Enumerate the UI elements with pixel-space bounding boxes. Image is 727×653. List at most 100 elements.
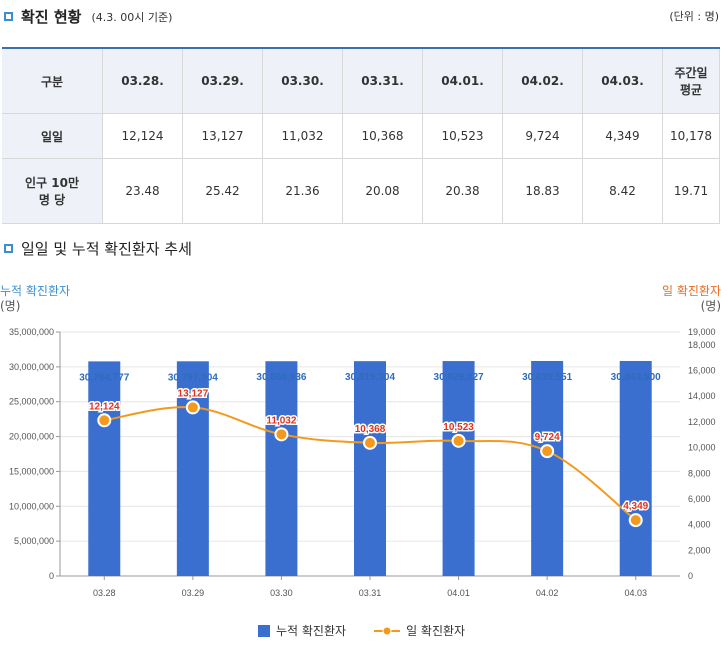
- header-date: 04.01.: [422, 47, 503, 114]
- table-cell: 25.42: [182, 158, 263, 224]
- header-date: 04.02.: [502, 47, 583, 114]
- table-cell: 9,724: [502, 113, 583, 159]
- right-tick-label: 10,000: [688, 443, 716, 453]
- header-date: 03.28.: [102, 47, 183, 114]
- bar-value-label: 30,839,551: [522, 372, 572, 383]
- legend-line-swatch: [374, 626, 401, 635]
- left-tick-label: 30,000,000: [9, 362, 54, 372]
- right-tick-label: 14,000: [688, 391, 716, 401]
- section-subtitle: (4.3. 00시 기준): [91, 10, 173, 24]
- right-tick-label: 8,000: [688, 468, 711, 478]
- left-tick-label: 25,000,000: [9, 397, 54, 407]
- line-point-daily: [451, 433, 466, 448]
- left-axis-title: 누적 확진환자 (명): [0, 284, 70, 314]
- right-axis-unit: (명): [700, 299, 721, 313]
- right-tick-label: 4,000: [688, 520, 711, 530]
- right-tick-label: 12,000: [688, 417, 716, 427]
- row-label-line1: 인구 10만: [25, 176, 79, 190]
- header-category: 구분: [2, 47, 103, 114]
- right-tick-label: 18,000: [688, 340, 716, 350]
- row-label-daily: 일일: [2, 113, 103, 159]
- x-tick-label: 04.02: [536, 588, 559, 598]
- bar-cumulative: [531, 361, 564, 576]
- table-cell: 18.83: [502, 158, 583, 224]
- table-cell: 11,032: [262, 113, 343, 159]
- line-value-label: 12,124: [89, 401, 120, 412]
- legend-label-daily: 일 확진환자: [406, 624, 466, 638]
- table-cell: 12,124: [102, 113, 183, 159]
- line-point-daily: [363, 435, 377, 450]
- row-label-per-100k: 인구 10만 명 당: [2, 158, 103, 224]
- header-date: 03.31.: [342, 47, 423, 114]
- table-cell: 21.36: [262, 158, 343, 224]
- right-tick-label: 16,000: [688, 366, 716, 376]
- right-tick-label: 6,000: [688, 494, 711, 504]
- line-value-label: 13,127: [178, 388, 209, 399]
- trend-chart: 0 5,000,000 10,000,000 15,000,000 20,000,000…: [9, 327, 716, 598]
- line-point-daily: [540, 444, 555, 459]
- line-point-daily: [628, 513, 643, 528]
- left-axis-title-text: 누적 확진환자: [0, 284, 71, 298]
- section-title: 일일 및 누적 확진환자 추세: [21, 240, 192, 258]
- line-value-label: 4,349: [623, 501, 648, 512]
- section-trend-header: 일일 및 누적 확진환자 추세: [4, 238, 192, 259]
- bar-cumulative: [176, 361, 209, 576]
- table-cell-average: 19.71: [662, 158, 720, 224]
- right-axis-title: 일 확진환자 (명): [662, 284, 721, 314]
- bar-value-label: 30,797,904: [168, 372, 218, 383]
- x-tick-label: 03.30: [270, 588, 293, 598]
- legend-item-daily: 일 확진환자: [374, 622, 465, 639]
- table-cell: 13,127: [182, 113, 263, 159]
- table-cell: 4,349: [582, 113, 663, 159]
- header-date: 04.03.: [582, 47, 663, 114]
- section-confirmed-status-header: 확진 현황 (4.3. 00시 기준): [4, 6, 172, 27]
- legend-bar-swatch: [258, 624, 270, 637]
- header-weekly-average: 주간일 평균: [662, 47, 720, 114]
- table-row-per-100k: 인구 10만 명 당 23.48 25.42 21.36 20.08 20.38…: [2, 158, 720, 224]
- table-row-daily: 일일 12,124 13,127 11,032 10,368 10,523 9,…: [2, 113, 720, 159]
- x-tick-label: 04.01: [447, 588, 470, 598]
- x-tick-label: 03.31: [359, 588, 382, 598]
- line-value-label: 9,724: [535, 432, 560, 443]
- right-tick-label: 19,000: [688, 327, 716, 337]
- right-tick-label: 0: [688, 571, 693, 581]
- line-point-daily: [274, 427, 289, 442]
- table-header-row: 구분 03.28. 03.29. 03.30. 03.31. 04.01. 04…: [2, 47, 720, 114]
- table-cell: 23.48: [102, 158, 183, 224]
- bar-cumulative: [442, 361, 475, 576]
- square-bullet-icon: [4, 12, 13, 21]
- header-date: 03.30.: [262, 47, 343, 114]
- line-value-label: 11,032: [266, 415, 296, 426]
- bar-cumulative: [88, 361, 121, 576]
- section-title: 확진 현황: [21, 8, 82, 26]
- confirmed-status-table: 구분 03.28. 03.29. 03.30. 03.31. 04.01. 04…: [2, 47, 720, 224]
- line-value-label: 10,368: [355, 424, 386, 435]
- table-cell: 20.08: [342, 158, 423, 224]
- x-tick-label: 03.28: [93, 588, 116, 598]
- left-tick-label: 35,000,000: [9, 327, 54, 337]
- table-cell: 10,368: [342, 113, 423, 159]
- line-value-label: 10,523: [443, 422, 474, 433]
- bar-cumulative: [619, 360, 652, 576]
- left-tick-label: 15,000,000: [9, 466, 54, 476]
- left-tick-label: 0: [49, 571, 54, 581]
- left-tick-label: 20,000,000: [9, 432, 54, 442]
- bar-cumulative: [265, 361, 298, 576]
- line-point-daily: [185, 400, 200, 415]
- left-tick-label: 5,000,000: [14, 536, 54, 546]
- left-axis-unit: (명): [0, 299, 21, 313]
- unit-label: (단위 : 명): [669, 10, 719, 23]
- bar-value-label: 30,819,304: [345, 372, 395, 383]
- line-point-daily: [97, 413, 112, 428]
- bar-value-label: 30,829,827: [434, 372, 484, 383]
- square-bullet-icon: [4, 244, 13, 253]
- row-label-line2: 명 당: [38, 193, 66, 207]
- table-cell: 20.38: [422, 158, 503, 224]
- right-axis-title-text: 일 확진환자: [661, 284, 721, 298]
- table-cell: 10,523: [422, 113, 503, 159]
- table-cell: 8.42: [582, 158, 663, 224]
- bar-value-label: 30,784,777: [79, 372, 129, 383]
- x-tick-label: 03.29: [182, 588, 205, 598]
- header-date: 03.29.: [182, 47, 263, 114]
- legend-item-cumulative: 누적 확진환자: [258, 622, 346, 639]
